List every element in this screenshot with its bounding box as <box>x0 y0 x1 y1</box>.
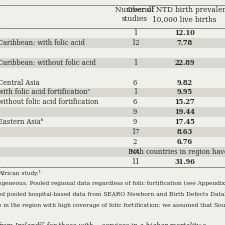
Text: 12: 12 <box>131 39 139 47</box>
Text: NA: NA <box>130 148 140 156</box>
Text: 17.45: 17.45 <box>174 118 195 126</box>
Bar <box>0 127 225 137</box>
Text: 12.10: 12.10 <box>174 29 195 37</box>
Text: without folic acid fortification: without folic acid fortification <box>0 98 98 106</box>
Text: with folic acid fortificationᵃ: with folic acid fortificationᵃ <box>0 88 90 97</box>
Text: 11: 11 <box>131 158 139 166</box>
Bar <box>0 38 225 48</box>
Text: 17: 17 <box>131 128 139 136</box>
Text: 1: 1 <box>133 88 137 97</box>
Text: 8.63: 8.63 <box>176 128 193 136</box>
Text: Eastern Asiaᵇ: Eastern Asiaᵇ <box>0 118 43 126</box>
Text: e in the region with high coverage of folic fortification; we assumed that South: e in the region with high coverage of fo… <box>0 202 225 207</box>
Text: 6: 6 <box>133 79 137 87</box>
Text: Caribbean: without folic acid: Caribbean: without folic acid <box>0 59 96 67</box>
Bar <box>0 147 225 157</box>
Text: 9: 9 <box>133 118 137 126</box>
Text: 1: 1 <box>133 29 137 37</box>
Text: 6: 6 <box>133 98 137 106</box>
Text: 9.95: 9.95 <box>176 88 193 97</box>
Text: 9: 9 <box>133 108 137 116</box>
Text: Number of
studies: Number of studies <box>115 6 155 23</box>
Text: ed pooled hospital-based data from SEARO Newborn and Birth Defects Database: ed pooled hospital-based data from SEARO… <box>0 192 225 197</box>
Text: Caribbean: with folic acid: Caribbean: with folic acid <box>0 39 85 47</box>
Bar <box>0 88 225 97</box>
Text: 22.89: 22.89 <box>174 59 195 67</box>
Text: 9.82: 9.82 <box>176 79 193 87</box>
Text: Overall NTD birth prevalence p
10,000 live births: Overall NTD birth prevalence p 10,000 li… <box>127 6 225 23</box>
Text: 19.44: 19.44 <box>174 108 195 116</box>
Text: from Ireland²⁷ for those with    services in a higher mortality s: from Ireland²⁷ for those with services i… <box>0 222 207 225</box>
Text: ogeneous. Pooled regional data regardless of folic fortification (see Appendix S: ogeneous. Pooled regional data regardles… <box>0 181 225 186</box>
Text: 7.78: 7.78 <box>176 39 193 47</box>
Bar <box>0 107 225 117</box>
Bar <box>0 58 225 68</box>
Text: African study.¹: African study.¹ <box>0 170 41 176</box>
Text: 31.96: 31.96 <box>174 158 195 166</box>
Text: 1: 1 <box>133 59 137 67</box>
Text: Both countries in region have dat: Both countries in region have dat <box>128 148 225 156</box>
Text: Central Asia: Central Asia <box>0 79 39 87</box>
Text: 6.76: 6.76 <box>176 138 193 146</box>
Text: 2: 2 <box>133 138 137 146</box>
Text: 15.27: 15.27 <box>174 98 195 106</box>
